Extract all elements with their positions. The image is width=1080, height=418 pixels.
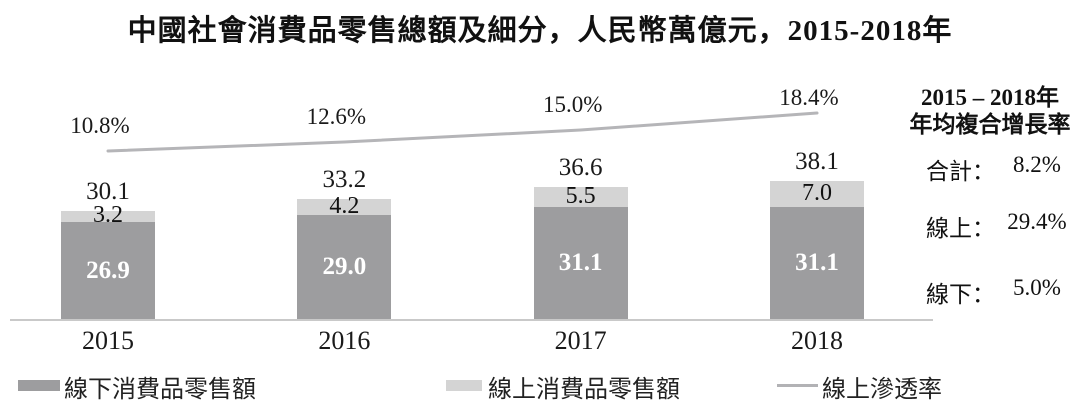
cagr-offline-value: 5.0% — [1013, 275, 1061, 300]
bar-segment-offline-2016 — [297, 214, 392, 321]
cagr-online-value: 29.4% — [1007, 209, 1067, 234]
bar-total-label: 38.1 — [795, 148, 839, 176]
x-axis-line — [10, 319, 933, 321]
bar-segment-online-2018 — [770, 181, 864, 207]
bar-offline-value-label: 31.1 — [558, 248, 603, 276]
bar-segment-offline-2018 — [770, 206, 864, 321]
legend-swatch-penetration-line — [777, 384, 818, 387]
bar-offline-value-label: 26.9 — [86, 256, 130, 284]
bar-segment-offline-2015 — [61, 222, 155, 321]
bar-online-value-label: 7.0 — [802, 180, 832, 207]
bar-total-label: 33.2 — [322, 166, 367, 194]
cagr-heading-line1: 2015 – 2018年 — [921, 85, 1059, 110]
x-axis-label-2018: 2018 — [791, 326, 843, 355]
bar-segment-online-2015 — [61, 210, 155, 223]
bar-offline-value-label: 31.1 — [795, 248, 839, 276]
legend-label-offline: 線下消費品零售額 — [64, 377, 256, 403]
legend-label-penetration: 線上滲透率 — [822, 377, 942, 403]
bar-segment-offline-2017 — [533, 206, 628, 321]
chart-title: 中國社會消費品零售總額及細分，人民幣萬億元，2015-2018年 — [127, 15, 953, 47]
bar-total-label: 30.1 — [86, 177, 130, 205]
legend-swatch-online — [446, 380, 482, 391]
cagr-total-label: 合計： — [926, 159, 995, 184]
x-axis-label-2016: 2016 — [318, 326, 371, 355]
cagr-panel-heading: 2015 – 2018年 年均複合增長率 — [897, 84, 1080, 138]
x-axis-label-2015: 2015 — [82, 326, 134, 355]
bar-online-value-label: 5.5 — [565, 182, 596, 209]
bar-segment-online-2017 — [533, 186, 628, 207]
penetration-pct-label: 15.0% — [542, 92, 603, 117]
cagr-offline-label: 線下： — [926, 282, 995, 307]
cagr-heading-line2: 年均複合增長率 — [909, 112, 1071, 137]
penetration-pct-label: 18.4% — [779, 85, 839, 110]
bar-total-label: 36.6 — [558, 153, 603, 181]
x-axis-label-2017: 2017 — [554, 326, 607, 355]
penetration-pct-label: 10.8% — [70, 113, 130, 138]
legend-swatch-offline — [18, 380, 60, 391]
penetration-pct-label: 12.6% — [306, 104, 367, 129]
bar-online-value-label: 4.2 — [329, 192, 360, 219]
legend-label-online: 線上消費品零售額 — [488, 377, 680, 403]
bar-offline-value-label: 29.0 — [322, 252, 367, 280]
bar-online-value-label: 3.2 — [93, 202, 123, 229]
bar-segment-online-2016 — [297, 199, 392, 215]
cagr-online-label: 線上： — [926, 216, 995, 241]
cagr-total-value: 8.2% — [1013, 152, 1061, 177]
